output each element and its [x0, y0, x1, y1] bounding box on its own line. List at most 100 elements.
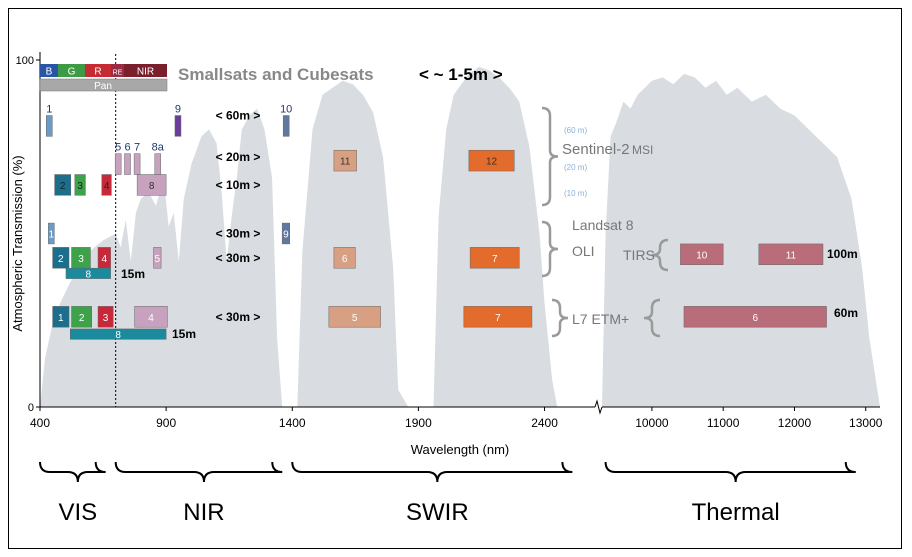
- band-6-bar: [124, 153, 131, 175]
- band-9-label: 9: [283, 230, 289, 241]
- wideband-b-bar: [40, 64, 58, 77]
- region-nir-label: NIR: [183, 499, 224, 526]
- band-3-label: 3: [78, 254, 84, 265]
- band-10-label: 10: [280, 104, 292, 116]
- region-thermal-label: Thermal: [692, 499, 780, 526]
- wideband-g-label: G: [68, 67, 76, 78]
- tirs-brace: [651, 238, 669, 272]
- band-1-label: 1: [46, 104, 52, 116]
- region-thermal-brace: [604, 461, 856, 483]
- band-3-label: 3: [77, 181, 83, 192]
- band-8-bar: [70, 328, 167, 340]
- band-2-label: 2: [60, 181, 66, 192]
- y-axis-label: Atmospheric Transmission (%): [10, 155, 25, 331]
- band-2-label: 2: [58, 254, 64, 265]
- resolution-label: < 30m >: [216, 251, 261, 265]
- band-2-label: 2: [79, 313, 85, 324]
- band-5-label: 5: [352, 313, 358, 324]
- region-swir-brace: [291, 461, 573, 483]
- wideband-r-label: R: [94, 67, 101, 78]
- band-5-bar: [153, 247, 162, 269]
- band-3-label: 3: [103, 313, 109, 324]
- band-3-bar: [74, 174, 86, 196]
- band-1-label: 1: [49, 230, 55, 241]
- band-2-bar: [52, 247, 70, 269]
- landsat8-label: Landsat 8: [572, 217, 634, 233]
- band-7-bar: [469, 247, 520, 269]
- transmission-area-left: [40, 66, 558, 408]
- x-tick-label: 12000: [778, 416, 812, 430]
- band-9-bar: [174, 115, 182, 137]
- pan-resolution-landsat: 15m: [121, 267, 145, 281]
- band-5-bar: [114, 153, 122, 175]
- x-tick-label: 1900: [405, 416, 432, 430]
- band-12-bar: [468, 149, 515, 172]
- band-6-bar: [333, 247, 356, 269]
- transmission-area-right: [602, 73, 880, 408]
- band-4-bar: [134, 306, 168, 328]
- pan-bar: [39, 78, 168, 92]
- band-1-bar: [48, 222, 55, 245]
- region-vis-brace: [39, 461, 106, 483]
- landsat8-brace: [541, 220, 559, 278]
- band-6-label: 6: [752, 313, 758, 324]
- sentinel-brace: [541, 106, 559, 207]
- band-9-bar: [281, 222, 291, 245]
- sentinel-res-note: (60 m): [564, 126, 587, 135]
- x-tick-label: 13000: [849, 416, 883, 430]
- band-6-label: 6: [342, 254, 348, 265]
- etm-thermal-brace: [643, 298, 661, 338]
- y-tick-label: 0: [28, 402, 34, 414]
- resolution-label: < 10m >: [216, 178, 261, 192]
- band-11-bar: [758, 243, 824, 265]
- band-8a-bar: [154, 153, 162, 175]
- band-7-label: 7: [495, 313, 501, 324]
- band-8-bar: [136, 174, 167, 196]
- band-5-label: 5: [115, 142, 121, 154]
- region-nir-brace: [114, 461, 283, 483]
- x-tick-label: 1400: [279, 416, 306, 430]
- band-11-bar: [333, 149, 357, 172]
- tirs-label: TIRS: [623, 247, 655, 263]
- chart-title: Smallsats and Cubesats: [178, 65, 374, 84]
- wideband-b-label: B: [46, 67, 53, 78]
- band-8-label: 8: [149, 181, 155, 192]
- pan-label: Pan: [94, 81, 112, 92]
- band-4-label: 4: [102, 254, 108, 265]
- band-4-bar: [101, 174, 112, 196]
- band-8-bar: [65, 267, 111, 279]
- wideband-nir-bar: [124, 64, 167, 77]
- band-7-label: 7: [492, 254, 498, 265]
- wideband-nir-label: NIR: [137, 67, 154, 78]
- band-10-bar: [680, 243, 724, 265]
- wideband-re-bar: [111, 64, 124, 77]
- x-tick-label: 11000: [707, 416, 740, 430]
- band-12-label: 12: [486, 157, 498, 168]
- band-3-bar: [97, 306, 114, 328]
- band-7-bar: [133, 153, 141, 175]
- band-2-bar: [54, 174, 72, 196]
- band-5-label: 5: [155, 254, 161, 265]
- wideband-r-bar: [85, 64, 111, 77]
- band-7-label: 7: [134, 142, 140, 154]
- sentinel-suffix: MSI: [632, 143, 653, 157]
- x-axis-label: Wavelength (nm): [411, 442, 510, 457]
- x-tick-label: 10000: [635, 416, 669, 430]
- wideband-re-label: RE: [113, 70, 123, 77]
- band-8a-label: 8a: [152, 142, 165, 154]
- resolution-label: < 30m >: [216, 310, 261, 324]
- band-8-label: 8: [86, 269, 92, 280]
- band-11-label: 11: [340, 157, 351, 168]
- chart-title-resolution: < ~ 1-5m >: [419, 65, 503, 84]
- wideband-g-bar: [58, 64, 85, 77]
- tirs-resolution: 100m: [827, 247, 858, 261]
- landsat8-oli-label: OLI: [572, 243, 595, 259]
- region-swir-label: SWIR: [406, 499, 469, 526]
- y-tick-label: 100: [16, 55, 34, 67]
- resolution-label: < 30m >: [216, 227, 261, 241]
- band-1-bar: [46, 115, 53, 137]
- band-4-label: 4: [148, 313, 154, 324]
- band-7-bar: [463, 306, 533, 328]
- x-tick-label: 900: [156, 416, 176, 430]
